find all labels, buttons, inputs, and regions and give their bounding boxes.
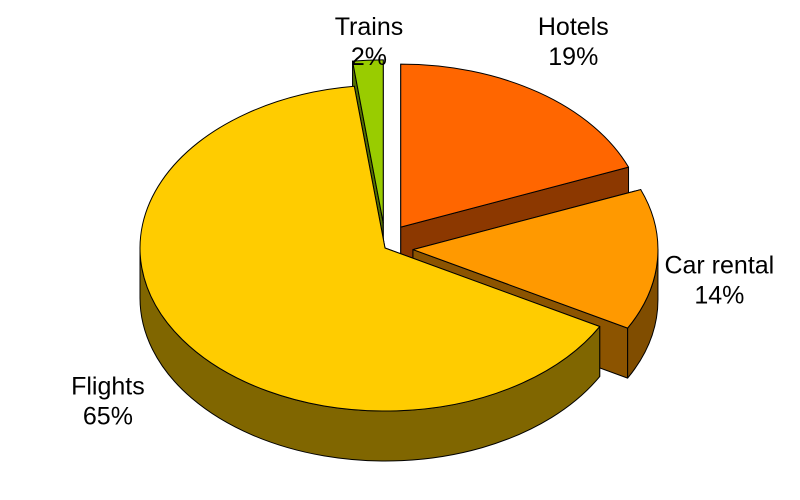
label-flights: Flights [71, 373, 145, 401]
slice-flights [139, 85, 601, 462]
slice-flights-top [139, 85, 601, 412]
slice-hotels-top [400, 63, 630, 228]
slice-trains-top [352, 59, 384, 224]
pie-slices [139, 59, 659, 462]
label-trains-percent: 2% [351, 43, 387, 71]
label-car-rental-percent: 14% [694, 281, 744, 309]
label-hotels-percent: 19% [548, 43, 598, 71]
label-hotels: Hotels [538, 13, 609, 41]
label-trains: Trains [335, 13, 404, 41]
label-car-rental: Car rental [664, 251, 774, 279]
slice-car-rental-top [412, 189, 659, 329]
label-flights-percent: 65% [83, 403, 133, 431]
